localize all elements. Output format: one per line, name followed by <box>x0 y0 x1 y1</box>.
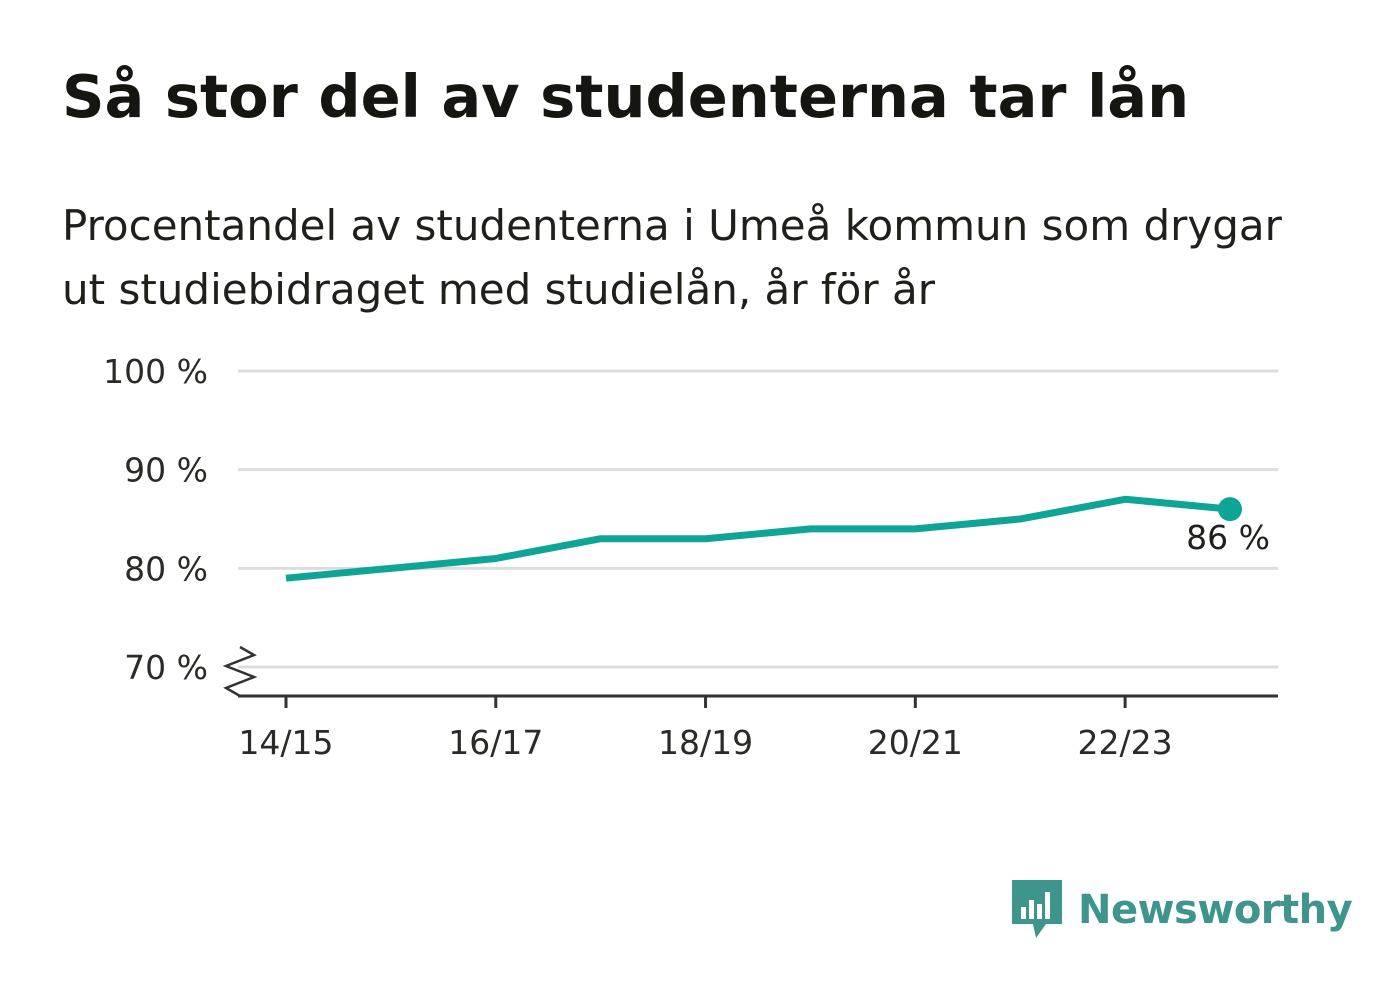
x-tick-label: 20/21 <box>868 723 963 762</box>
x-axis-tick-labels: 14/15 16/17 18/19 20/21 22/23 <box>238 723 1172 762</box>
axis-break-symbol <box>222 645 258 698</box>
x-axis <box>222 645 1278 708</box>
x-tick-label: 14/15 <box>238 723 333 762</box>
y-tick-label: 90 % <box>124 451 208 490</box>
gridlines <box>238 369 1278 669</box>
x-tick-label: 18/19 <box>658 723 753 762</box>
series <box>285 495 1242 582</box>
end-point-marker <box>1218 497 1242 522</box>
newsworthy-logo-icon <box>1012 880 1062 938</box>
x-tick-label: 22/23 <box>1078 723 1173 762</box>
newsworthy-logo: Newsworthy <box>1012 880 1353 940</box>
y-tick-label: 80 % <box>124 549 208 588</box>
x-tick-label: 16/17 <box>448 723 543 762</box>
brand-name: Newsworthy <box>1078 887 1353 933</box>
chart-subtitle: Procentandel av studenterna i Umeå kommu… <box>62 201 1282 314</box>
y-tick-label: 70 % <box>124 648 208 687</box>
y-axis-tick-labels: 70 % 80 % 90 % 100 % <box>103 352 208 687</box>
data-labels: 86 % <box>1186 518 1270 557</box>
series-line <box>285 495 1231 582</box>
chart-title: Så stor del av studenterna tar lån <box>62 62 1190 131</box>
y-tick-label: 100 % <box>103 352 208 391</box>
end-value-label: 86 % <box>1186 518 1270 557</box>
